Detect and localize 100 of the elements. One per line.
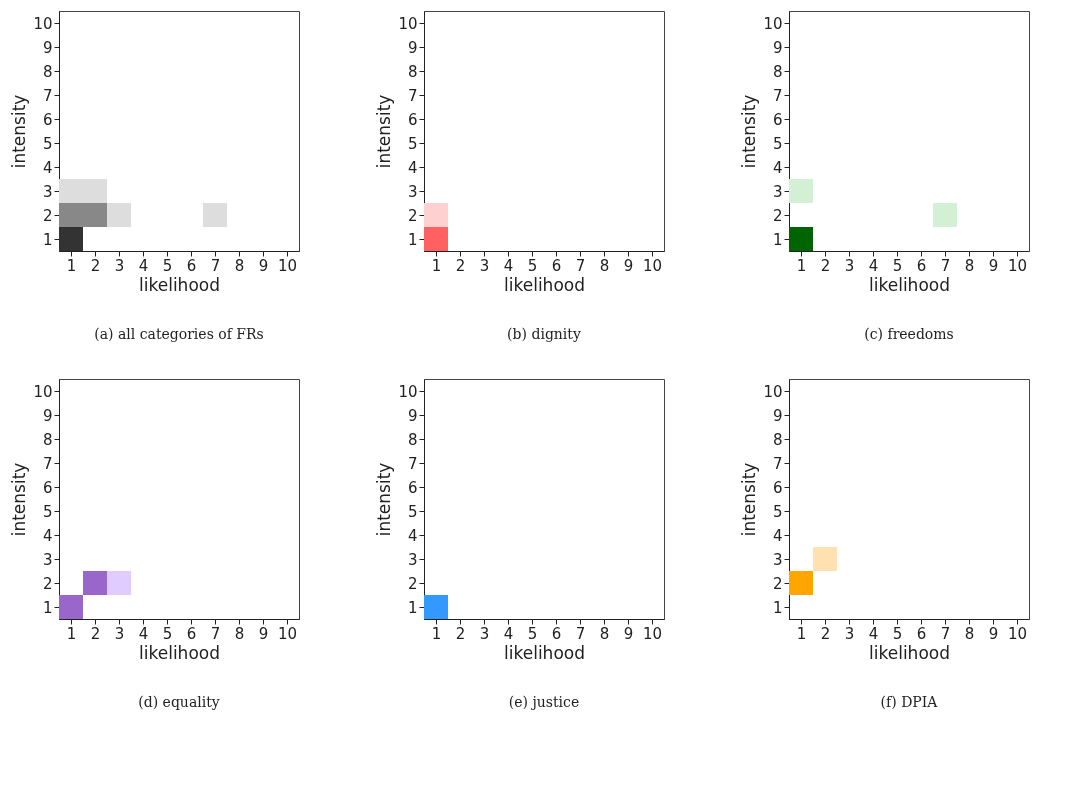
y-tick-label: 8 — [407, 62, 418, 81]
x-tick-label: 2 — [90, 256, 101, 275]
y-tick-label: 2 — [42, 206, 53, 225]
y-tick-label: 1 — [407, 598, 418, 617]
y-tick-label: 6 — [772, 110, 783, 129]
x-tick-label: 7 — [940, 256, 951, 275]
y-tick-label: 4 — [407, 158, 418, 177]
y-tick-label: 6 — [407, 110, 418, 129]
x-tick-label: 8 — [964, 256, 975, 275]
point — [59, 227, 83, 251]
x-tick-label: 3 — [844, 256, 855, 275]
x-tick-label: 9 — [623, 256, 634, 275]
x-tick-label: 4 — [138, 624, 149, 643]
x-tick-label: 7 — [940, 624, 951, 643]
x-tick-label: 3 — [479, 624, 490, 643]
x-tick-label: 5 — [892, 624, 903, 643]
x-tick-label: 2 — [820, 624, 831, 643]
y-tick-label: 5 — [407, 134, 418, 153]
y-tick-label: 9 — [772, 406, 783, 425]
x-tick-label: 1 — [796, 256, 807, 275]
x-tick-label: 4 — [868, 256, 879, 275]
x-tick-label: 2 — [820, 256, 831, 275]
text: (c) freedoms — [864, 326, 954, 342]
text: (f) DPIA — [880, 694, 939, 710]
y-tick-label: 8 — [42, 430, 53, 449]
point — [59, 179, 83, 203]
y-tick-label: 2 — [42, 574, 53, 593]
y-tick-label: 9 — [772, 38, 783, 57]
y-tick-label: 8 — [42, 62, 53, 81]
x-tick-label: 10 — [277, 256, 298, 275]
y-tick-label: 7 — [772, 86, 783, 105]
y-tick-label: 2 — [407, 206, 418, 225]
y-tick-label: 7 — [42, 454, 53, 473]
y-tick-label: 2 — [772, 206, 783, 225]
x-tick-label: 1 — [796, 624, 807, 643]
x-tick-label: 5 — [162, 256, 173, 275]
y-tick-label: 1 — [42, 598, 53, 617]
y-tick-label: 5 — [42, 502, 53, 521]
x-tick-label: 8 — [964, 624, 975, 643]
x-tick-label: 9 — [988, 256, 999, 275]
x-tick-label: 3 — [844, 624, 855, 643]
y-tick-label: 9 — [407, 406, 418, 425]
y-tick-label: 1 — [42, 230, 53, 249]
y-tick-label: 4 — [772, 526, 783, 545]
point — [933, 203, 957, 227]
x-tick-label: 10 — [642, 624, 663, 643]
x-tick-label: 9 — [988, 624, 999, 643]
x-tick-label: 6 — [551, 624, 562, 643]
x-tick-label: 4 — [138, 256, 149, 275]
x-tick-label: 7 — [575, 624, 586, 643]
x-axis-title: likelihood — [869, 274, 950, 295]
y-axis-title: intensity — [374, 94, 395, 169]
x-tick-label: 3 — [114, 256, 125, 275]
point — [203, 203, 227, 227]
y-tick-label: 9 — [42, 406, 53, 425]
x-tick-label: 10 — [277, 624, 298, 643]
y-tick-label: 10 — [398, 382, 418, 401]
x-tick-label: 1 — [431, 624, 442, 643]
y-tick-label: 7 — [42, 86, 53, 105]
text: (d) equality — [138, 694, 220, 710]
y-tick-label: 7 — [407, 86, 418, 105]
y-tick-label: 4 — [42, 526, 53, 545]
y-tick-label: 2 — [407, 574, 418, 593]
x-tick-label: 7 — [210, 624, 221, 643]
y-tick-label: 1 — [772, 230, 783, 249]
x-tick-label: 6 — [186, 256, 197, 275]
y-axis-title: intensity — [739, 462, 760, 537]
x-tick-label: 5 — [162, 624, 173, 643]
y-tick-label: 4 — [42, 158, 53, 177]
x-tick-label: 2 — [90, 624, 101, 643]
x-tick-label: 1 — [66, 256, 77, 275]
x-tick-label: 4 — [868, 624, 879, 643]
text: (e) justice — [508, 694, 580, 710]
x-tick-label: 4 — [503, 624, 514, 643]
x-axis-title: likelihood — [139, 642, 220, 663]
point — [83, 179, 107, 203]
x-tick-label: 7 — [210, 256, 221, 275]
x-tick-label: 10 — [642, 256, 663, 275]
y-tick-label: 10 — [398, 14, 418, 33]
x-tick-label: 9 — [623, 624, 634, 643]
x-tick-label: 5 — [892, 256, 903, 275]
x-tick-label: 9 — [258, 256, 269, 275]
y-tick-label: 2 — [772, 574, 783, 593]
point — [789, 227, 813, 251]
y-axis-title: intensity — [374, 462, 395, 537]
x-tick-label: 2 — [455, 624, 466, 643]
point — [59, 203, 83, 227]
y-tick-label: 10 — [763, 382, 783, 401]
text: (b) dignity — [507, 326, 581, 342]
y-tick-label: 6 — [42, 110, 53, 129]
text: (a) all categories of FRs — [94, 326, 264, 342]
y-tick-label: 6 — [42, 478, 53, 497]
y-tick-label: 10 — [33, 382, 53, 401]
x-tick-label: 6 — [916, 624, 927, 643]
x-tick-label: 7 — [575, 256, 586, 275]
x-tick-label: 9 — [258, 624, 269, 643]
y-tick-label: 5 — [407, 502, 418, 521]
x-axis-title: likelihood — [139, 274, 220, 295]
x-tick-label: 6 — [916, 256, 927, 275]
x-tick-label: 2 — [455, 256, 466, 275]
